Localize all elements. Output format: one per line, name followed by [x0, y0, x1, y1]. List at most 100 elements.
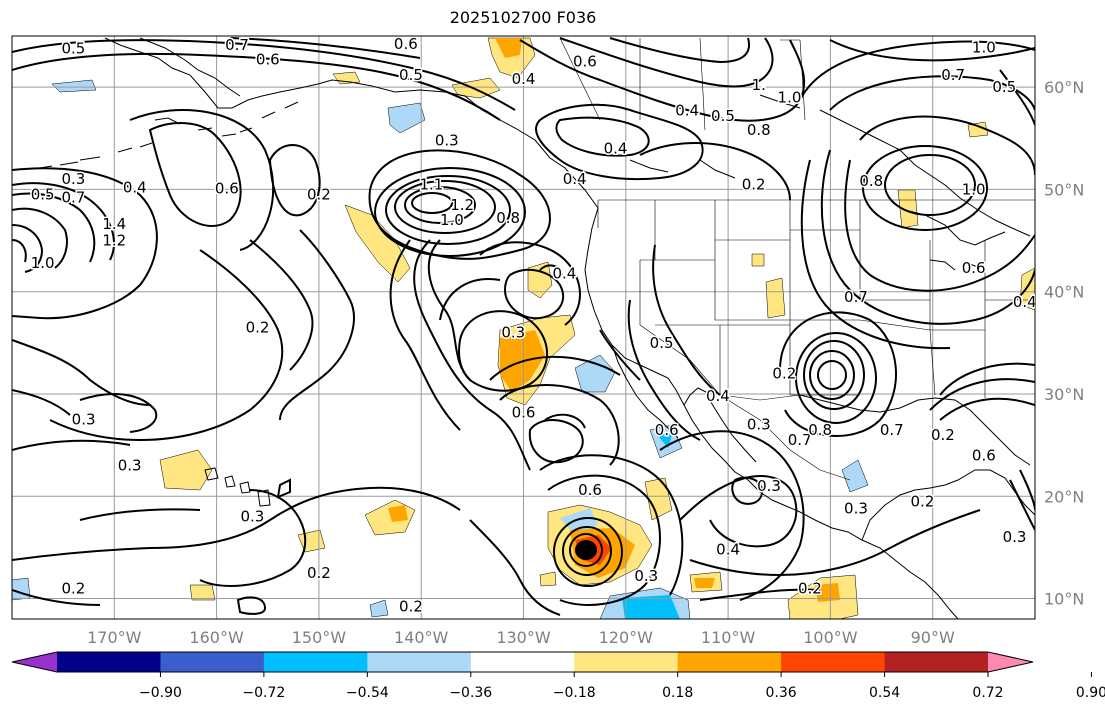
- contour-label: 0.4: [706, 387, 730, 405]
- longitude-tick-label: 170°W: [87, 628, 142, 647]
- contour-label: 0.2: [931, 426, 955, 444]
- contour-label: 0.4: [675, 102, 699, 120]
- contour-label: 0.3: [72, 411, 96, 429]
- longitude-tick-label: 160°W: [189, 628, 244, 647]
- contour-label: 0.3: [757, 477, 781, 495]
- contour-label: 0.8: [496, 209, 520, 227]
- colorbar-tick-label: −0.72: [242, 685, 285, 701]
- contour-label: 0.6: [962, 259, 986, 277]
- contour-label: 0.2: [307, 564, 331, 582]
- anomaly-shading: [12, 37, 1035, 619]
- longitude-tick-label: 140°W: [394, 628, 449, 647]
- contour-label: 0.6: [394, 35, 418, 53]
- contour-label: 0.3: [118, 457, 142, 475]
- contour-label: 0.3: [1003, 528, 1027, 546]
- latitude-tick-label: 40°N: [1044, 283, 1084, 302]
- contour-label: 1.0: [31, 254, 55, 272]
- colorbar-segment: [263, 652, 368, 672]
- contour-label: 0.7: [941, 66, 965, 84]
- contour-label: 1.2: [450, 196, 474, 214]
- map-title: 2025102700 F036: [449, 8, 597, 27]
- colorbar-tick-label: −0.36: [449, 685, 492, 701]
- contour-label: 0.3: [844, 500, 868, 518]
- longitude-tick-label: 120°W: [599, 628, 654, 647]
- colorbar-over-triangle: [988, 652, 1033, 672]
- colorbar-tick-label: 0.36: [766, 685, 797, 701]
- contour-label: 0.4: [563, 170, 587, 188]
- longitude-tick-label: 110°W: [701, 628, 756, 647]
- contour-label: 0.2: [246, 319, 270, 337]
- colorbar-segment: [470, 652, 575, 672]
- contour-label: 1.4: [102, 215, 126, 233]
- colorbar: [11, 651, 1034, 673]
- contour-label: 0.3: [747, 416, 771, 434]
- colorbar-segment: [160, 652, 265, 672]
- contour-label: 0.8: [859, 172, 883, 190]
- contour-label: 0.4: [1013, 293, 1037, 311]
- colorbar-segment: [884, 652, 989, 672]
- colorbar-segment: [367, 652, 472, 672]
- contour-label: 0.6: [256, 51, 280, 69]
- contour-label: 0.7: [225, 36, 249, 54]
- colorbar-tick-label: 0.90: [1076, 685, 1105, 701]
- contour-label: 1.1: [420, 175, 444, 193]
- contour-label: 0.2: [61, 579, 85, 597]
- contour-label: 0.6: [573, 53, 597, 71]
- colorbar-tick-label: −0.18: [553, 685, 596, 701]
- colorbar-tick-label: −0.90: [139, 685, 182, 701]
- contour-labels: 0.5 0.7 0.6 0.5 0.6 0.4 0.6 1. 0.7 1.0 0.5 1.0 0.5 0.…: [29, 35, 1037, 617]
- latitude-tick-label: 30°N: [1044, 385, 1084, 404]
- contour-label: 0.4: [604, 140, 628, 158]
- contour-label: 0.2: [307, 186, 331, 204]
- longitude-tick-label: 130°W: [496, 628, 551, 647]
- contour-label: 0.7: [61, 189, 85, 207]
- colorbar-tick-labels: −0.90 −0.72 −0.54 −0.36 −0.18 0.18 0.36 0.54 0.7…: [139, 672, 1105, 701]
- contour-label: 0.7: [788, 431, 812, 449]
- contour-label: 0.6: [972, 446, 996, 464]
- contour-label: 0.3: [634, 567, 658, 585]
- contour-label: 0.5: [711, 107, 735, 125]
- contour-label: 0.5: [992, 78, 1016, 96]
- contour-label: 0.5: [31, 186, 55, 204]
- contour-label: 0.4: [552, 264, 576, 282]
- latitude-tick-label: 60°N: [1044, 78, 1084, 97]
- contour-label: 0.5: [399, 66, 423, 84]
- contour-label: 0.2: [911, 492, 935, 510]
- contour-label: 0.5: [61, 39, 85, 57]
- latitude-tick-label: 10°N: [1044, 590, 1084, 609]
- colorbar-segment: [677, 652, 782, 672]
- colorbar-segment: [574, 652, 679, 672]
- coastlines: [39, 37, 1035, 619]
- contour-label: 1.: [752, 76, 766, 94]
- contour-label: 0.2: [798, 579, 822, 597]
- lat-lon-gridlines: [12, 36, 1035, 619]
- map-frame: [11, 35, 1036, 620]
- contour-label: 1.2: [102, 232, 126, 250]
- longitude-tick-labels: 170°W 160°W 150°W 140°W 130°W 120°W 110°W 100°W…: [87, 628, 955, 647]
- colorbar-segment: [781, 652, 886, 672]
- contour-label: 0.3: [61, 170, 85, 188]
- longitude-tick-label: 150°W: [292, 628, 347, 647]
- longitude-tick-label: 90°W: [911, 628, 955, 647]
- contour-label: 0.2: [772, 365, 796, 383]
- contour-label: 0.6: [512, 403, 536, 421]
- contour-label: 0.7: [880, 421, 904, 439]
- longitude-tick-label: 100°W: [803, 628, 858, 647]
- contour-label: 1.0: [962, 180, 986, 198]
- contour-label: 0.8: [747, 121, 771, 139]
- contour-label: 0.4: [512, 70, 536, 88]
- colorbar-tick-label: 0.72: [972, 685, 1003, 701]
- contour-label: 0.3: [435, 131, 459, 149]
- colorbar-tick-label: −0.54: [346, 685, 389, 701]
- contour-label: 0.4: [716, 540, 740, 558]
- contour-label: 0.7: [844, 288, 868, 306]
- contour-label: 0.6: [578, 481, 602, 499]
- contour-label: 1.0: [778, 88, 802, 106]
- contour-label: 0.6: [215, 179, 239, 197]
- latitude-tick-label: 20°N: [1044, 487, 1084, 506]
- contour-label: 0.8: [808, 421, 832, 439]
- contour-label: 1.0: [972, 38, 996, 56]
- contour-label: 0.4: [123, 178, 147, 196]
- contour-label: 0.5: [650, 334, 674, 352]
